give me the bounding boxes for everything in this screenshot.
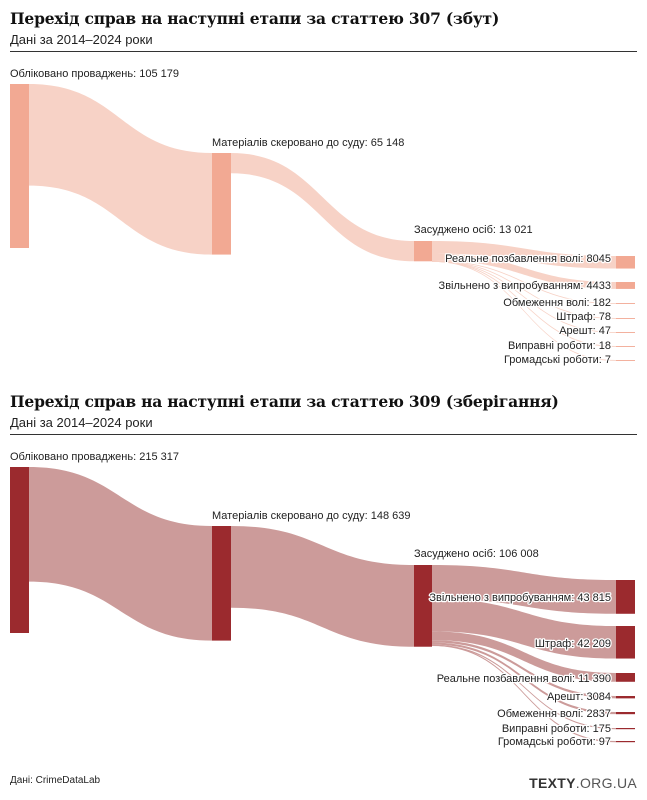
chart1-flow-stage-2 bbox=[231, 153, 414, 262]
chart1-outcome-node-7 bbox=[616, 360, 635, 361]
brand-domain: .ORG.UA bbox=[575, 775, 637, 791]
chart1-stage-node-2 bbox=[212, 153, 231, 255]
chart2-flow-stage-1 bbox=[29, 467, 212, 641]
chart2-title: Перехід справ на наступні етапи за статт… bbox=[10, 392, 559, 411]
chart1-outcome-label-1: Реальне позбавлення волі: 8045 bbox=[445, 253, 611, 265]
chart1-outcome-label-6: Виправні роботи: 18 bbox=[508, 340, 611, 352]
chart2-outcome-label-4: Арешт: 3084 bbox=[547, 691, 611, 703]
chart1-flow-outcome-5 bbox=[432, 260, 616, 333]
chart2-flow-outcome-5 bbox=[432, 642, 616, 715]
chart2-outcome-node-3 bbox=[616, 673, 635, 682]
chart2-outcome-label-5: Обмеження волі: 2837 bbox=[497, 708, 611, 720]
chart1-divider bbox=[10, 51, 637, 52]
chart2-subtitle: Дані за 2014–2024 роки bbox=[10, 415, 153, 430]
chart2-flow-outcome-7 bbox=[432, 644, 616, 743]
chart2-outcome-label-2: Штраф: 42 209 bbox=[535, 638, 611, 650]
chart1-stage-node-3 bbox=[414, 241, 432, 262]
chart1-stage-label-1: Обліковано проваджень: 105 179 bbox=[10, 68, 179, 80]
chart1-outcome-label-7: Громадські роботи: 7 bbox=[504, 354, 611, 366]
chart1-flow-outcome-7 bbox=[432, 260, 616, 361]
brand-name: TEXTY bbox=[529, 775, 576, 791]
chart2-stage-node-1 bbox=[10, 467, 29, 633]
chart2-outcome-node-7 bbox=[616, 741, 635, 743]
chart1-flow-stage-1 bbox=[29, 84, 212, 255]
chart2-outcome-node-2 bbox=[616, 626, 635, 659]
data-source: Дані: CrimeDataLab bbox=[10, 775, 101, 786]
chart1-outcome-node-1 bbox=[616, 256, 635, 269]
chart1-subtitle: Дані за 2014–2024 роки bbox=[10, 32, 153, 47]
chart1-outcome-node-3 bbox=[616, 303, 635, 304]
chart2-stage-node-3 bbox=[414, 565, 432, 647]
chart1-flow-outcome-2 bbox=[432, 253, 616, 289]
chart2-stage-label-3: Засуджено осіб: 106 008 bbox=[414, 548, 539, 560]
chart1-outcome-label-2: Звільнено з випробуванням: 4433 bbox=[439, 280, 611, 292]
chart2-outcome-node-4 bbox=[616, 696, 635, 699]
chart2-flow-outcome-2 bbox=[432, 598, 616, 659]
chart1-stage-node-1 bbox=[10, 84, 29, 248]
chart1-title: Перехід справ на наступні етапи за статт… bbox=[10, 9, 500, 28]
chart1-outcome-node-5 bbox=[616, 332, 635, 333]
chart2-flow-stage-2 bbox=[231, 526, 414, 647]
chart1-flow-outcome-3 bbox=[432, 260, 616, 304]
chart2-outcome-node-1 bbox=[616, 580, 635, 614]
chart2-divider bbox=[10, 434, 637, 435]
chart1-outcome-node-2 bbox=[616, 282, 635, 289]
chart1-outcome-label-5: Арешт: 47 bbox=[559, 325, 611, 337]
chart2-stage-label-1: Обліковано проваджень: 215 317 bbox=[10, 451, 179, 463]
chart1-sankey: Обліковано проваджень: 105 179 Матеріалів… bbox=[10, 68, 635, 367]
chart2-flow-outcome-4 bbox=[432, 640, 616, 699]
chart2-outcome-label-7: Громадські роботи: 97 bbox=[498, 736, 611, 748]
chart2-sankey: Обліковано проваджень: 215 317 Матеріалів… bbox=[10, 451, 635, 749]
chart2-flow-outcome-6 bbox=[432, 644, 616, 730]
chart2-outcome-node-5 bbox=[616, 712, 635, 715]
chart2-stage-label-2: Матеріалів скеровано до суду: 148 639 bbox=[212, 510, 411, 522]
chart2-outcome-node-6 bbox=[616, 728, 635, 730]
chart1-stage-label-3: Засуджено осіб: 13 021 bbox=[414, 224, 533, 236]
chart1-flow-outcome-4 bbox=[432, 260, 616, 319]
chart2-flow-outcome-1 bbox=[432, 565, 616, 614]
chart1-outcome-node-6 bbox=[616, 346, 635, 347]
chart1-flow-outcome-1 bbox=[432, 241, 616, 269]
chart2-outcome-label-1: Звільнено з випробуванням: 43 815 bbox=[429, 592, 611, 604]
chart2-stage-node-2 bbox=[212, 526, 231, 641]
chart1-outcome-node-4 bbox=[616, 318, 635, 319]
brand-logo[interactable]: TEXTY.ORG.UA bbox=[529, 775, 637, 791]
chart1-outcome-label-3: Обмеження волі: 182 bbox=[503, 297, 611, 309]
chart1-stage-label-2: Матеріалів скеровано до суду: 65 148 bbox=[212, 137, 404, 149]
chart2-outcome-label-6: Виправні роботи: 175 bbox=[502, 723, 611, 735]
chart2-flow-outcome-3 bbox=[432, 631, 616, 682]
chart1-outcome-label-4: Штраф: 78 bbox=[556, 311, 611, 323]
chart2-outcome-label-3: Реальне позбавлення волі: 11 390 bbox=[437, 673, 611, 685]
chart1-flow-outcome-6 bbox=[432, 260, 616, 347]
